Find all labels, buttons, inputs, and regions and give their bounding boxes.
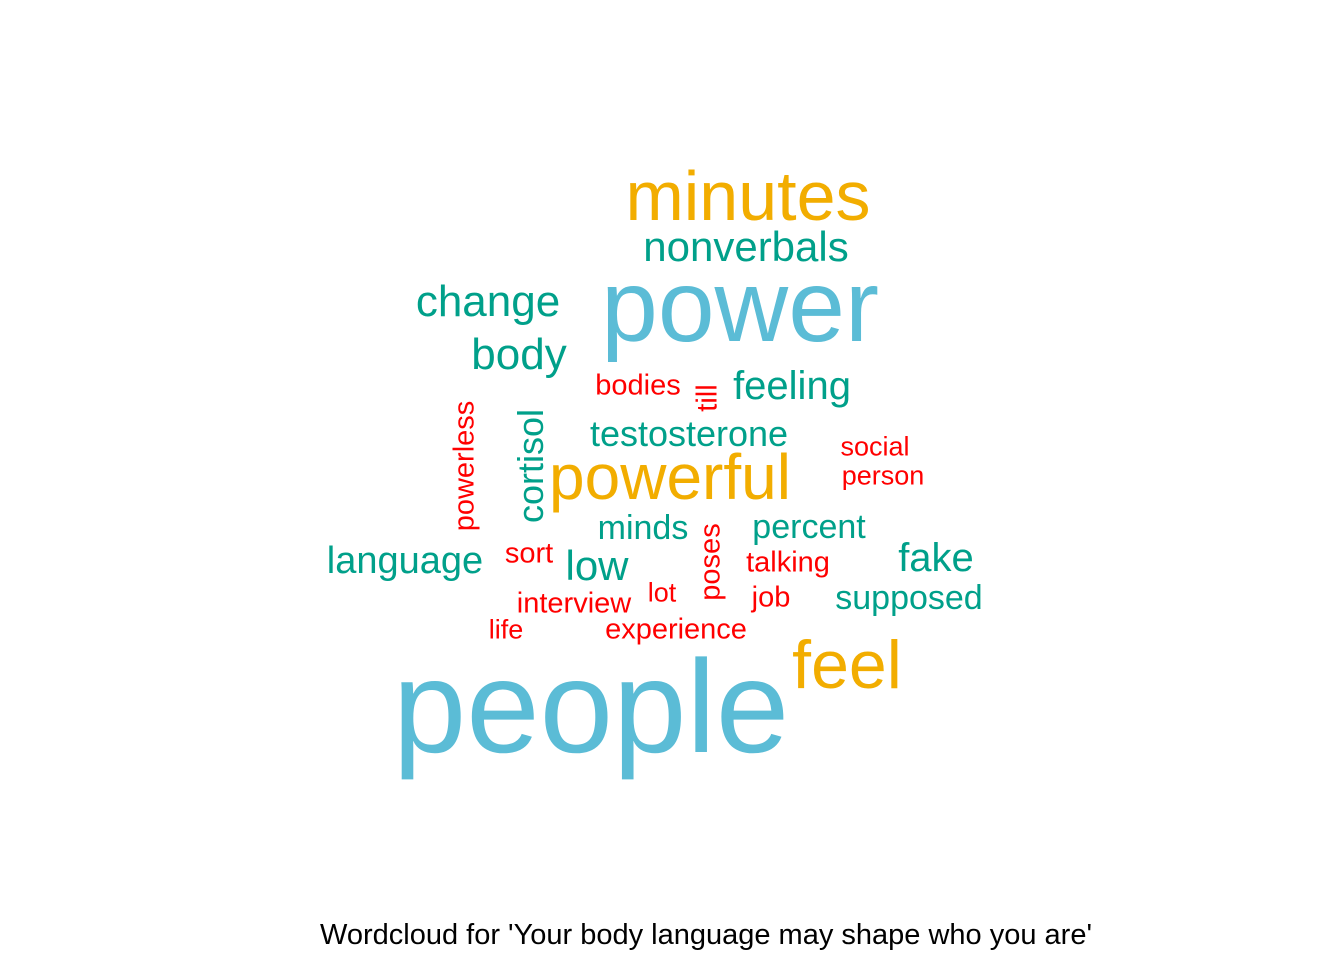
word-percent: percent [752,508,866,546]
word-feeling: feeling [733,364,851,408]
word-poses: poses [694,523,727,601]
word-till: till [691,384,724,412]
word-bodies: bodies [595,369,681,402]
word-fake: fake [898,536,974,580]
chart-caption: Wordcloud for 'Your body language may sh… [319,919,1092,951]
word-people: people [392,633,790,780]
word-change: change [415,277,561,326]
word-person: person [841,460,925,491]
word-feel: feel [792,627,902,703]
word-interview: interview [516,587,632,620]
word-experience: experience [605,613,747,646]
word-powerless: powerless [448,400,481,532]
word-language: language [326,540,484,582]
word-low: low [565,542,629,589]
word-nonverbals: nonverbals [643,223,849,270]
word-cortisol: cortisol [510,408,551,524]
word-body: body [471,330,567,379]
word-minds: minds [597,509,689,547]
word-powerful: powerful [549,441,791,513]
word-talking: talking [746,546,830,579]
word-cloud: people power minutes powerful feel nonverbals… [326,157,983,780]
word-minutes: minutes [625,157,871,235]
word-social: social [840,431,910,462]
word-testosterone: testosterone [589,413,789,454]
word-job: job [751,581,791,614]
word-lot: lot [647,577,677,608]
word-supposed: supposed [835,579,983,617]
word-power: power [601,249,879,363]
word-life: life [488,614,524,645]
word-sort: sort [504,537,554,570]
